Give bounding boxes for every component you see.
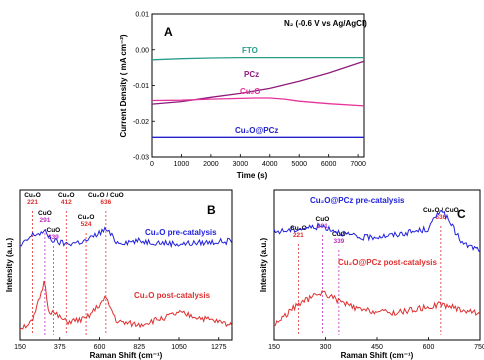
b-x-tick-label: 825 (133, 344, 145, 351)
c-x-tick-label: 600 (423, 344, 435, 351)
a-y-tick-label: -0.03 (133, 155, 149, 162)
c-series-line-0 (273, 209, 481, 253)
a-x-tick-label: 7000 (350, 161, 366, 168)
panel-c: 150 300 450 600 750 Cu₂O221CuO291CuO339Cu₂O … (259, 189, 484, 360)
b-peak-phase: Cu₂O (78, 214, 95, 221)
panel-b-frame (19, 189, 233, 341)
b-series-line-1 (19, 280, 233, 330)
b-peak-phase: CuO (38, 210, 52, 217)
c-peak-phase: Cu₂O (290, 225, 307, 232)
b-series-line-0 (19, 226, 233, 249)
b-peak-phase: CuO (47, 227, 61, 234)
b-peak-value: 412 (61, 199, 72, 206)
b-x-tick-label: 600 (94, 344, 106, 351)
panel-b-ylabel: Intensity (a.u.) (5, 238, 14, 293)
a-y-tick-label: 0.00 (135, 47, 149, 54)
c-peak-value: 636 (435, 214, 446, 221)
a-x-tick-label: 5000 (291, 161, 307, 168)
b-peak-value: 291 (39, 217, 50, 224)
c-peak-value: 221 (293, 232, 304, 239)
panel-b: 150 375 600 825 1050 1275 Cu₂O221CuO291CuO339… (5, 189, 233, 360)
b-x-tick-label: 1275 (211, 344, 227, 351)
b-peak-phase: Cu₂O (24, 192, 41, 199)
a-x-tick-label: 0 (150, 161, 154, 168)
panel-a-condition: N₂ (-0.6 V vs Ag/AgCl) (284, 19, 367, 28)
a-series-line-2 (151, 97, 365, 107)
a-x-tick-label: 6000 (321, 161, 337, 168)
b-peak-phase: Cu₂O (58, 192, 75, 199)
b-peak-value: 524 (81, 221, 92, 228)
panel-b-xlabel: Raman Shift (cm⁻¹) (90, 351, 163, 360)
panel-c-label: C (457, 207, 466, 221)
a-y-tick-label: -0.01 (133, 83, 149, 90)
legend-cu2o: Cu₂O (240, 87, 260, 96)
a-y-tick-label: 0.01 (135, 12, 149, 19)
c-x-tick-label: 150 (268, 344, 280, 351)
a-x-tick-label: 1000 (174, 161, 190, 168)
panel-b-label: B (207, 203, 216, 217)
legend-fto: FTO (242, 46, 258, 55)
legend-c-pre: Cu₂O@PCz pre-catalysis (310, 196, 405, 205)
c-peak-phase: CuO (316, 216, 330, 223)
panel-a-label: A (164, 25, 173, 39)
a-series-line-0 (151, 56, 364, 61)
b-x-tick-label: 375 (54, 344, 66, 351)
legend-cu2o-pcz: Cu₂O@PCz (235, 126, 278, 135)
c-peak-phase: CuO (332, 231, 346, 238)
c-x-tick-label: 750 (474, 344, 484, 351)
c-x-tick-label: 300 (320, 344, 332, 351)
legend-pcz: PCz (244, 70, 259, 79)
b-x-tick-label: 1050 (171, 344, 187, 351)
panel-a-frame (151, 13, 365, 158)
panel-a: 0 1000 2000 3000 4000 5000 6000 7000 0.01 0.00 -0… (119, 12, 367, 181)
legend-b-post: Cu₂O post-catalysis (134, 291, 211, 300)
b-peak-value: 636 (100, 199, 111, 206)
b-x-tick-label: 150 (14, 344, 26, 351)
b-peak-phase: Cu₂O / CuO (88, 192, 124, 199)
a-series-line-1 (151, 60, 365, 105)
c-peak-value: 339 (333, 238, 344, 245)
a-y-tick-label: -0.02 (133, 119, 149, 126)
panel-a-ylabel: Current Density ( mA cm⁻²) (119, 34, 128, 137)
legend-b-pre: Cu₂O pre-catalysis (145, 228, 217, 237)
legend-c-post: Cu₂O@PCz post-catalysis (338, 258, 437, 267)
a-x-tick-label: 4000 (262, 161, 278, 168)
a-x-tick-label: 3000 (233, 161, 249, 168)
c-x-tick-label: 450 (371, 344, 383, 351)
c-series-line-1 (273, 290, 481, 326)
panel-a-xlabel: Time (s) (237, 171, 268, 180)
panel-c-xlabel: Raman Shift (cm⁻¹) (341, 351, 414, 360)
b-peak-value: 221 (27, 199, 38, 206)
panel-c-ylabel: Intensity (a.u.) (259, 238, 268, 293)
a-x-tick-label: 2000 (203, 161, 219, 168)
b-peak-value: 339 (48, 234, 59, 241)
